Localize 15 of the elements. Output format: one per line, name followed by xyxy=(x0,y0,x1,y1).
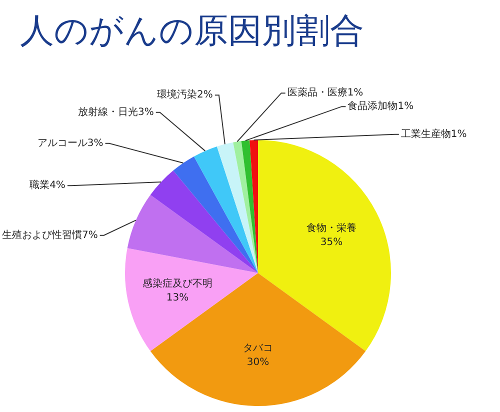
slice-label: 食物・栄養 xyxy=(306,222,356,234)
slice-label: 食品添加物1% xyxy=(348,100,414,112)
slice-label: 放射線・日光3% xyxy=(78,106,154,118)
data-label: 13% xyxy=(166,292,189,304)
slice-label: 生殖および性習慣7% xyxy=(2,228,98,241)
slice-label: タバコ xyxy=(243,343,273,354)
data-label: 30% xyxy=(246,357,270,368)
slice-label: 職業4% xyxy=(30,179,66,192)
chart-title: 人のがんの原因別割合 xyxy=(20,10,364,53)
slice-label: 医薬品・医療1% xyxy=(287,86,364,99)
slice-label: 感染症及び不明 xyxy=(142,278,213,290)
slice-label: 工業生産物1% xyxy=(400,128,467,140)
data-label: 35% xyxy=(320,237,343,248)
slice-label: アルコール3% xyxy=(37,138,104,150)
slice-label: 環境汚染2% xyxy=(157,88,213,101)
